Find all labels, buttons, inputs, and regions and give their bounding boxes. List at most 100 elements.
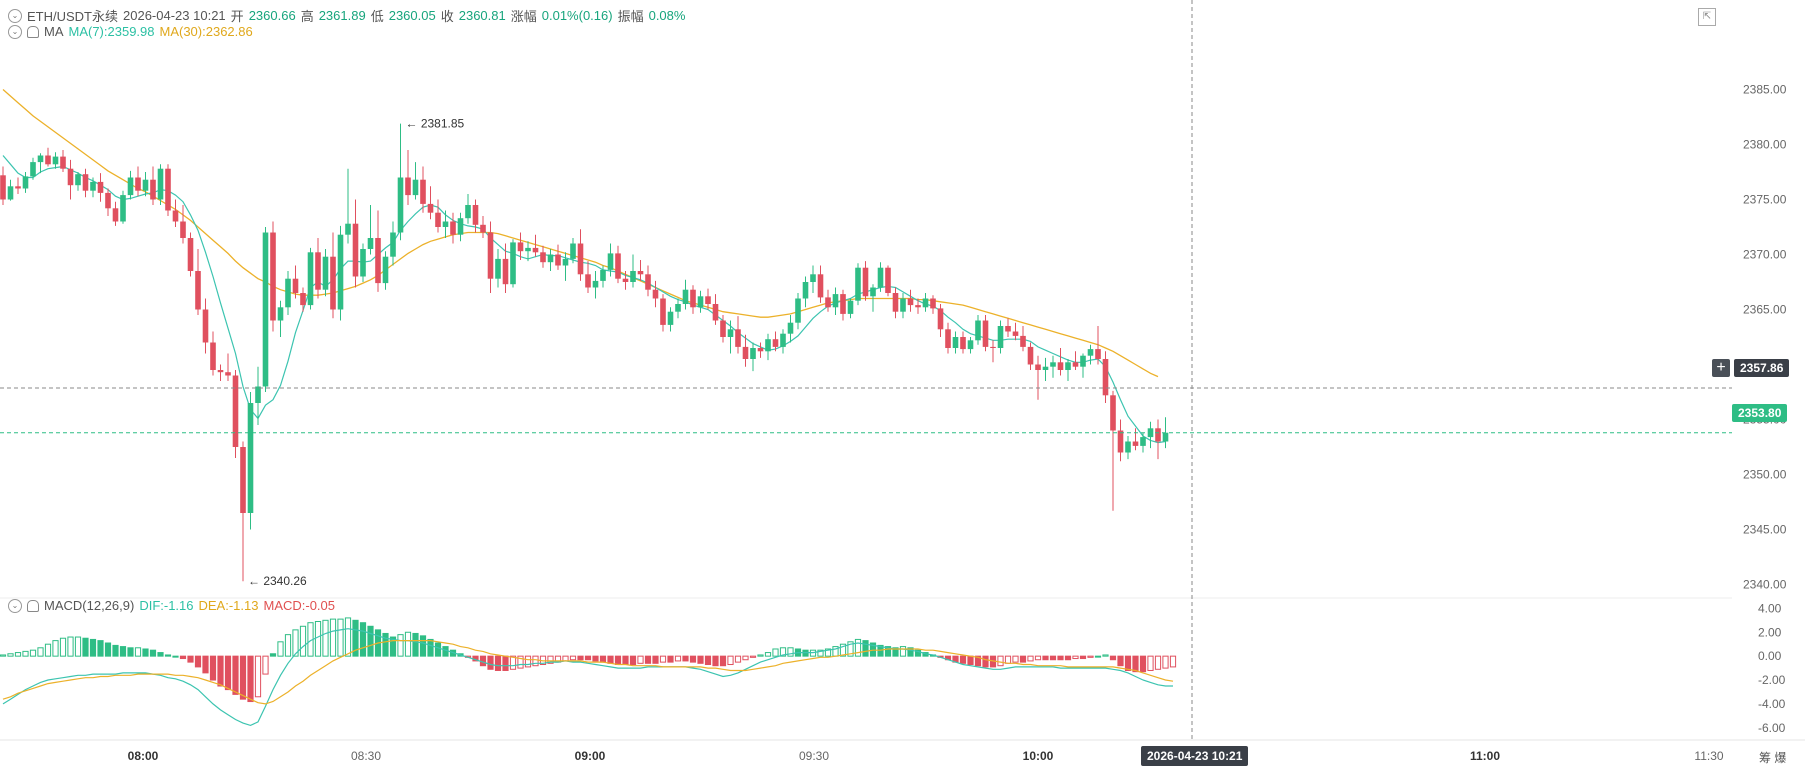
candle-down xyxy=(517,232,524,260)
candle-body xyxy=(697,296,704,308)
macd-tick-label: -2.00 xyxy=(1758,673,1786,687)
macd-bar xyxy=(104,642,112,657)
macd-bar xyxy=(419,635,427,657)
macd-bar xyxy=(1072,655,1079,660)
macd-bar xyxy=(14,652,22,657)
candle-body xyxy=(682,289,689,304)
macd-bar xyxy=(382,632,389,657)
candle-body xyxy=(810,274,816,282)
candle-body xyxy=(690,289,696,308)
candle-body xyxy=(202,309,209,343)
macd-bar xyxy=(764,652,772,657)
time-tick-label: 08:00 xyxy=(128,749,159,763)
candle-up xyxy=(1147,421,1154,449)
macd-alert-icon[interactable] xyxy=(27,599,39,612)
candle-body xyxy=(120,195,126,222)
candle-body xyxy=(547,254,554,263)
ma-label: MA xyxy=(44,24,64,39)
macd-bar xyxy=(652,655,659,664)
time-tick-label: 08:30 xyxy=(351,749,381,763)
candle-body xyxy=(562,258,569,266)
macd-bar xyxy=(194,655,202,668)
candle-body xyxy=(322,256,329,290)
footer-toggle-labels[interactable]: 筹 爆 xyxy=(1759,751,1787,765)
candle-down xyxy=(135,166,141,197)
candle-body xyxy=(195,271,201,310)
macd-bar xyxy=(517,655,524,669)
macd-bar xyxy=(134,647,142,657)
dif-line xyxy=(2,628,1173,727)
macd-collapse-chevron-icon[interactable]: ⌄ xyxy=(8,598,22,613)
candle-down xyxy=(195,249,201,315)
open-value: 2360.66 xyxy=(248,8,296,23)
candle-down xyxy=(435,199,441,233)
candle-up xyxy=(337,225,344,321)
candle-body xyxy=(982,320,989,347)
candle-body xyxy=(337,234,344,310)
candle-body xyxy=(442,221,449,227)
macd-bar xyxy=(494,655,502,671)
crosshair-time-badge: 2026-04-23 10:21 xyxy=(1141,746,1249,766)
macd-bar xyxy=(727,655,734,666)
candle-down xyxy=(202,298,209,354)
candle-body xyxy=(735,329,741,347)
macd-bar xyxy=(1079,655,1087,660)
candle-up xyxy=(1087,344,1094,365)
candle-up xyxy=(142,172,149,197)
candle-body xyxy=(427,203,434,213)
macd-bar xyxy=(584,655,592,661)
candle-body xyxy=(180,221,186,238)
macd-bar xyxy=(97,640,104,657)
candle-down xyxy=(270,221,276,332)
fullscreen-icon[interactable]: ⇱ xyxy=(1698,8,1716,26)
price-tick-label: 2370.00 xyxy=(1743,248,1787,262)
change-value: 0.01%(0.16) xyxy=(541,8,613,23)
candle-up xyxy=(952,331,959,354)
macd-bar xyxy=(1094,655,1102,658)
macd-bar xyxy=(142,648,149,657)
candle-down xyxy=(375,210,381,292)
candle-body xyxy=(495,258,501,279)
candle-body xyxy=(1072,362,1079,367)
candle-down xyxy=(487,221,494,293)
macd-legend: ⌄ MACD(12,26,9) DIF:-1.16 DEA:-1.13 MACD… xyxy=(8,598,335,613)
candle-body xyxy=(412,179,419,196)
candle-body xyxy=(187,238,194,271)
candle-body xyxy=(517,242,524,252)
ma-collapse-chevron-icon[interactable]: ⌄ xyxy=(8,24,22,39)
candle-body xyxy=(1140,437,1146,446)
dea-line xyxy=(2,640,1174,705)
candle-down xyxy=(945,322,951,354)
macd-bar xyxy=(292,629,299,657)
candle-up xyxy=(997,320,1004,354)
candle-up xyxy=(37,153,44,174)
candle-body xyxy=(1162,432,1169,442)
ma-alert-icon[interactable] xyxy=(27,25,39,38)
macd-bar xyxy=(749,655,757,658)
candle-down xyxy=(150,166,156,205)
price-tick-label: 2375.00 xyxy=(1743,193,1787,207)
candle-up xyxy=(262,227,269,392)
candle-down xyxy=(645,265,651,297)
candle-body xyxy=(172,210,179,222)
time-tick-label: 11:30 xyxy=(1694,749,1723,763)
candle-body xyxy=(97,181,104,193)
collapse-chevron-icon[interactable]: ⌄ xyxy=(8,8,22,23)
candle-body xyxy=(675,304,681,312)
candle-body xyxy=(52,156,59,165)
candle-body xyxy=(210,342,216,370)
candle-up xyxy=(570,238,576,264)
time-tick-label: 10:00 xyxy=(1023,749,1054,763)
candle-up xyxy=(765,333,771,361)
macd-bar xyxy=(547,655,554,664)
candle-down xyxy=(555,244,561,270)
macd-bar xyxy=(847,641,854,657)
macd-bar xyxy=(824,648,832,657)
add-order-plus-icon[interactable]: + xyxy=(1712,359,1730,377)
candle-body xyxy=(465,205,471,219)
candle-body xyxy=(67,168,74,186)
candle-body xyxy=(480,224,486,233)
macd-bar xyxy=(44,643,52,657)
